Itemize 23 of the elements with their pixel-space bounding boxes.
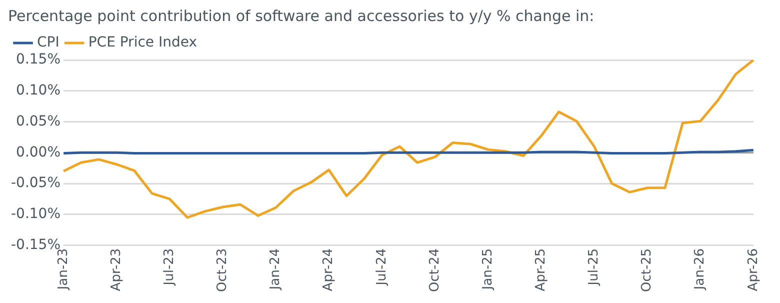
x-tick-label: Jul-23 <box>162 248 178 286</box>
x-tick-label: Oct-25 <box>640 248 655 292</box>
y-tick-label: 0.15% <box>16 52 61 68</box>
y-tick-label: 0.10% <box>16 82 61 99</box>
y-tick-label: 0.00% <box>16 144 61 160</box>
x-tick-label: Apr-24 <box>321 248 336 292</box>
y-tick-label: 0.05% <box>16 113 61 130</box>
x-tick-label: Jan-23 <box>56 248 71 291</box>
legend-label: CPI <box>37 34 60 51</box>
x-tick-label: Apr-26 <box>746 248 761 292</box>
legend-label: PCE Price Index <box>88 34 198 51</box>
y-tick-label: -0.10% <box>10 206 61 222</box>
x-tick-label: Jan-24 <box>268 248 284 291</box>
x-tick-label: Apr-25 <box>534 248 549 292</box>
x-tick-label: Oct-23 <box>215 248 230 292</box>
x-tick-label: Jan-25 <box>480 248 496 291</box>
x-tick-label: Oct-24 <box>427 248 442 292</box>
chart-title: Percentage point contribution of software and accessories to y/y % change in: <box>8 6 594 25</box>
x-tick-label: Apr-23 <box>108 248 124 292</box>
x-tick-label: Jan-26 <box>692 248 708 291</box>
y-tick-label: -0.05% <box>10 175 61 192</box>
x-tick-label: Jul-25 <box>586 248 602 286</box>
x-tick-label: Jul-24 <box>374 248 390 286</box>
